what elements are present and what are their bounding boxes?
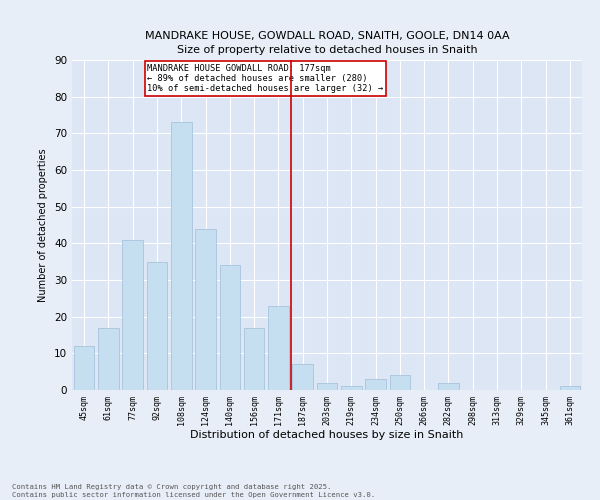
Bar: [146, 262, 167, 390]
Text: MANDRAKE HOUSE GOWDALL ROAD: 177sqm
← 89% of detached houses are smaller (280)
1: MANDRAKE HOUSE GOWDALL ROAD: 177sqm ← 89…: [147, 64, 383, 94]
Bar: [341, 386, 362, 390]
Bar: [220, 266, 240, 390]
Bar: [317, 382, 337, 390]
Bar: [98, 328, 119, 390]
X-axis label: Distribution of detached houses by size in Snaith: Distribution of detached houses by size …: [190, 430, 464, 440]
Title: MANDRAKE HOUSE, GOWDALL ROAD, SNAITH, GOOLE, DN14 0AA
Size of property relative : MANDRAKE HOUSE, GOWDALL ROAD, SNAITH, GO…: [145, 31, 509, 55]
Text: Contains HM Land Registry data © Crown copyright and database right 2025.
Contai: Contains HM Land Registry data © Crown c…: [12, 484, 375, 498]
Bar: [389, 376, 410, 390]
Y-axis label: Number of detached properties: Number of detached properties: [38, 148, 49, 302]
Bar: [292, 364, 313, 390]
Bar: [560, 386, 580, 390]
Bar: [438, 382, 459, 390]
Bar: [122, 240, 143, 390]
Bar: [74, 346, 94, 390]
Bar: [365, 379, 386, 390]
Bar: [195, 228, 216, 390]
Bar: [268, 306, 289, 390]
Bar: [244, 328, 265, 390]
Bar: [171, 122, 191, 390]
